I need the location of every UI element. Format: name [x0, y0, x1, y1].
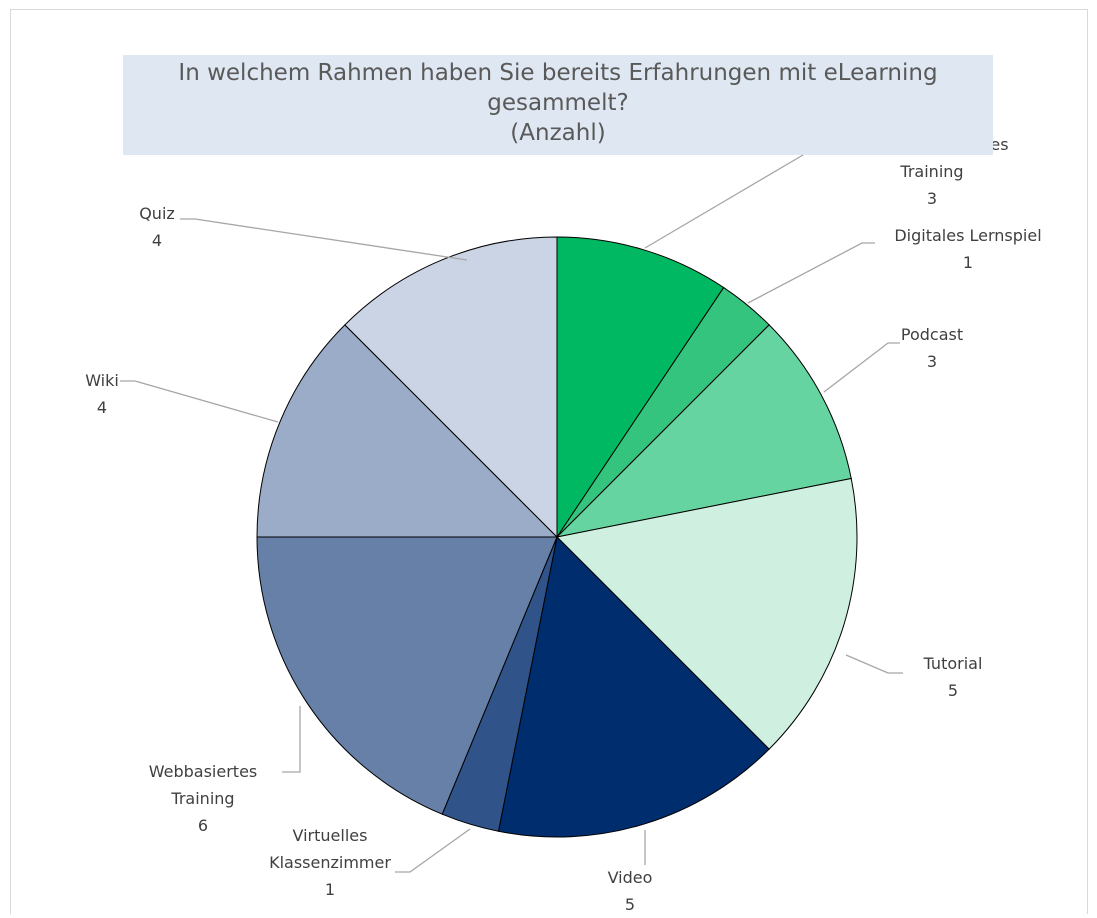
data-label: Virtuelles Klassenzimmer 1: [260, 822, 400, 903]
label-value: 4: [151, 231, 163, 250]
leader-line: [282, 706, 301, 773]
label-value: 6: [197, 816, 209, 835]
data-label: Wiki 4: [62, 367, 142, 421]
chart-title: In welchem Rahmen haben Sie bereits Erfa…: [178, 60, 938, 116]
pie-slice: [344, 236, 558, 539]
label-name: Wiki: [85, 371, 119, 390]
label-value: 5: [947, 681, 959, 700]
label-name: Tutorial: [923, 654, 983, 673]
chart-subtitle: (Anzahl): [510, 120, 606, 146]
label-name: Webbasiertes Training: [148, 762, 258, 808]
leader-line: [823, 342, 900, 393]
data-label: Tutorial 5: [893, 650, 1013, 704]
label-value: 1: [324, 880, 336, 899]
chart-title-box: In welchem Rahmen haben Sie bereits Erfa…: [123, 55, 993, 155]
leader-line: [180, 218, 468, 261]
label-value: 3: [926, 189, 938, 208]
leader-line: [120, 380, 279, 423]
leader-line: [747, 242, 875, 304]
label-name: Podcast: [900, 325, 964, 344]
pie-slice: [497, 535, 770, 838]
leader-line: [395, 828, 471, 873]
data-label: Quiz 4: [117, 200, 197, 254]
label-name: Quiz: [139, 204, 175, 223]
label-value: 1: [962, 253, 974, 272]
leader-line: [845, 654, 903, 674]
data-label: Digitales Lernspiel 1: [858, 222, 1078, 276]
label-name: Video: [607, 868, 653, 887]
label-value: 4: [96, 398, 108, 417]
pie-slice: [256, 324, 559, 538]
pie-slice: [555, 477, 858, 750]
data-label: Podcast 3: [872, 321, 992, 375]
label-name: Virtuelles Klassenzimmer: [269, 826, 391, 872]
pie-slice: [256, 536, 558, 815]
pie-slice: [556, 236, 725, 539]
label-value: 5: [624, 895, 636, 914]
chart-border: [10, 9, 1088, 914]
label-value: 3: [926, 352, 938, 371]
data-label: Webbasiertes Training 6: [133, 758, 273, 839]
data-label: Video 5: [570, 864, 690, 918]
leader-line: [644, 144, 821, 249]
label-name: Digitales Lernspiel: [894, 226, 1042, 245]
pie-slice: [555, 324, 852, 538]
